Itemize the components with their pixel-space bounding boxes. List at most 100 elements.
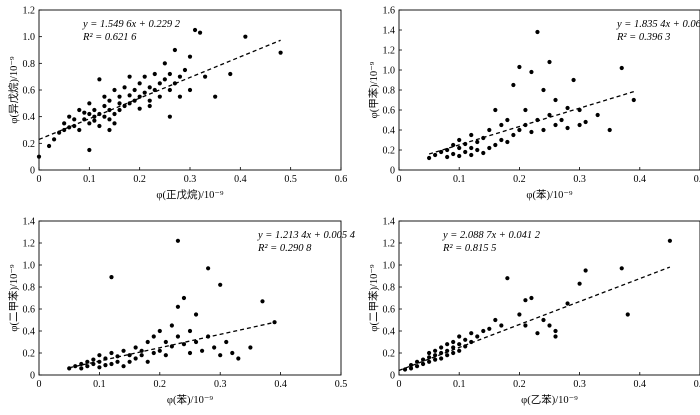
- data-point: [523, 323, 528, 328]
- data-point: [439, 356, 444, 361]
- data-point: [583, 119, 588, 125]
- data-point: [427, 355, 432, 360]
- x-tick-label: 0.5: [335, 379, 348, 390]
- regression-equation: y = 2.088 7x + 0.041 2: [442, 230, 541, 241]
- y-axis-label: φ(异戊烷)/10⁻⁹: [7, 56, 20, 124]
- data-point: [493, 317, 498, 323]
- data-point: [529, 69, 534, 75]
- y-tick-label: 0: [30, 166, 35, 177]
- data-point: [73, 364, 78, 369]
- y-tick-label: 1.0: [383, 66, 396, 77]
- data-point: [457, 137, 462, 143]
- data-point: [193, 339, 199, 345]
- data-point: [147, 98, 152, 103]
- data-point: [463, 149, 468, 155]
- x-tick-label: 0.2: [154, 379, 167, 390]
- data-point: [187, 328, 193, 334]
- data-point: [260, 299, 265, 304]
- data-point: [97, 77, 102, 82]
- data-point: [145, 339, 150, 345]
- data-point: [163, 353, 168, 358]
- y-tick-label: 1.2: [383, 46, 396, 57]
- data-point: [607, 127, 612, 133]
- data-point: [163, 339, 168, 345]
- data-point: [109, 275, 114, 280]
- data-point: [147, 103, 152, 109]
- data-point: [212, 345, 217, 350]
- data-point: [481, 328, 486, 334]
- data-point: [127, 353, 132, 358]
- data-point: [177, 74, 183, 79]
- x-axis-label: φ(正戊烷)/10⁻⁹: [156, 188, 224, 201]
- data-point: [117, 107, 122, 113]
- y-tick-label: 0.2: [23, 349, 36, 360]
- data-point: [87, 111, 92, 117]
- data-point: [97, 353, 102, 358]
- data-point: [541, 317, 546, 323]
- y-axis-label: φ(二甲苯)/10⁻⁹: [7, 264, 20, 332]
- plot-frame: [398, 220, 700, 376]
- data-point: [529, 129, 534, 135]
- data-point: [487, 326, 492, 331]
- data-point: [248, 345, 253, 350]
- data-point: [451, 345, 456, 350]
- data-point: [420, 361, 426, 367]
- r-squared-label: R² = 0.396 3: [616, 32, 670, 43]
- y-tick-label: 0.6: [23, 86, 36, 97]
- data-point: [92, 107, 97, 113]
- data-point: [197, 30, 203, 35]
- data-point: [565, 301, 570, 306]
- data-point: [218, 282, 223, 287]
- data-point: [565, 105, 570, 111]
- data-point: [272, 320, 277, 325]
- data-point: [107, 117, 112, 122]
- data-point: [541, 87, 546, 93]
- data-point: [121, 364, 126, 369]
- data-point: [427, 359, 432, 364]
- data-point: [157, 328, 162, 334]
- y-tick-label: 1.6: [383, 6, 396, 17]
- chart-panel-1: 0 0.1 0.2 0.3 0.4 0.5 0.6 0 0.2 0.4 0.6 0.8 1.0 1.2 φ(…: [7, 6, 347, 202]
- trend-line: [428, 91, 634, 155]
- data-point: [109, 350, 114, 356]
- data-point: [487, 127, 492, 133]
- y-tick-label: 0.6: [23, 305, 36, 316]
- data-point: [439, 345, 444, 350]
- y-tick-label: 0.6: [383, 106, 396, 117]
- data-point: [175, 304, 181, 309]
- data-point: [107, 107, 112, 113]
- y-tick-label: 1.2: [23, 239, 36, 250]
- data-point: [132, 87, 137, 93]
- data-point: [475, 334, 480, 339]
- data-point: [102, 114, 107, 119]
- data-point: [457, 145, 462, 151]
- data-point: [97, 365, 102, 370]
- data-point: [553, 328, 558, 334]
- data-point: [151, 350, 156, 356]
- data-point: [109, 361, 114, 367]
- data-point: [157, 348, 162, 353]
- data-point: [36, 154, 42, 159]
- data-point: [414, 364, 420, 369]
- data-point: [481, 150, 486, 156]
- data-point: [117, 94, 122, 99]
- data-point: [414, 359, 420, 364]
- data-point: [547, 112, 552, 118]
- data-point: [469, 132, 474, 138]
- data-point: [127, 93, 132, 98]
- x-tick-label: 0.4: [234, 174, 247, 185]
- data-point: [102, 94, 107, 99]
- data-point: [103, 363, 108, 368]
- chart-panel-4: 0 0.1 0.2 0.3 0.4 0.5 0 0.2 0.4 0.6 0.8 1.0 1.2 1.4 φ(…: [367, 217, 700, 406]
- data-point: [475, 147, 480, 153]
- data-point: [187, 87, 193, 93]
- data-point: [577, 281, 582, 286]
- y-tick-label: 1.0: [383, 261, 396, 272]
- data-point: [457, 334, 462, 339]
- data-point: [547, 59, 552, 65]
- data-point: [62, 121, 67, 126]
- r-squared-label: R² = 0.621 6: [82, 32, 137, 43]
- data-point: [152, 71, 157, 77]
- data-point: [505, 117, 510, 123]
- data-point: [67, 125, 72, 130]
